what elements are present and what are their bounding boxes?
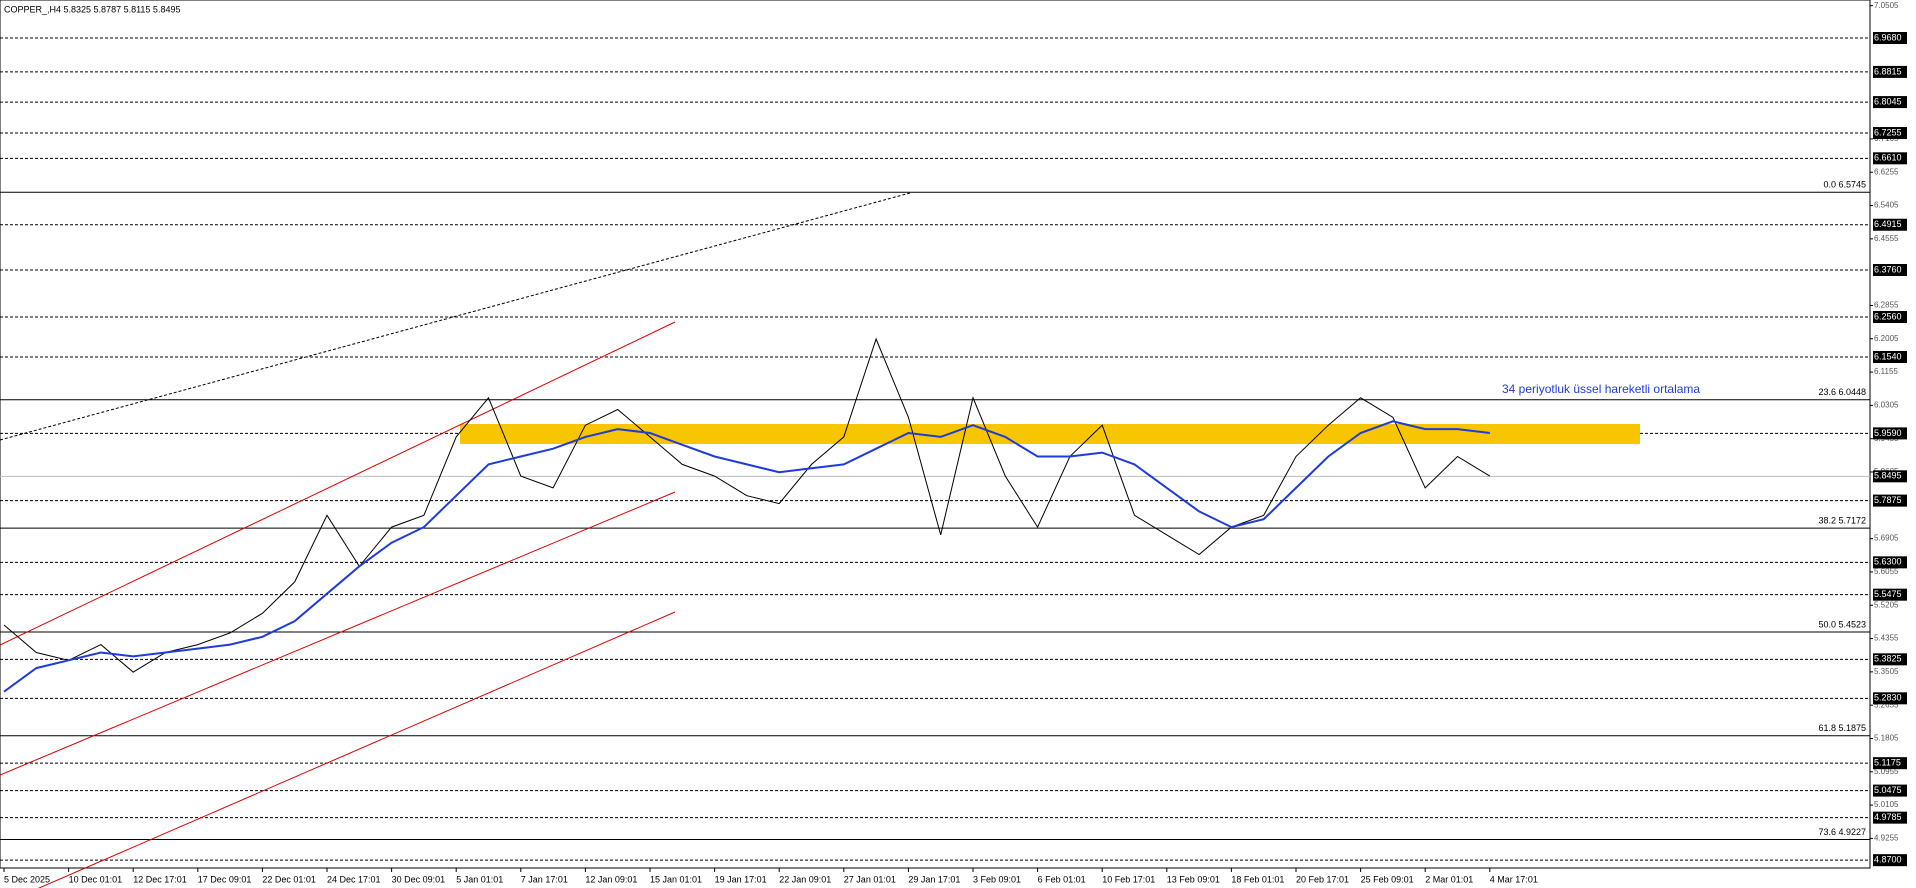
y-tick-label: 5.0105: [1874, 800, 1899, 809]
x-tick-label: 13 Feb 09:01: [1167, 874, 1220, 884]
x-tick-label: 29 Jan 17:01: [908, 874, 960, 884]
x-tick-label: 30 Dec 09:01: [392, 874, 446, 884]
ema-line: [3, 420, 1490, 693]
level-label: 6.8045: [1874, 96, 1902, 106]
level-label: 6.6610: [1874, 153, 1902, 163]
y-tick-label: 5.6055: [1874, 567, 1899, 576]
level-label-box: [1873, 653, 1907, 666]
current-price-label: 5.8495: [1874, 471, 1902, 481]
y-tick-label: 5.6905: [1874, 534, 1899, 543]
level-label-box: [1873, 152, 1907, 165]
x-tick-label: 22 Jan 09:01: [779, 874, 831, 884]
x-tick-label: 25 Feb 09:01: [1361, 874, 1414, 884]
x-tick-label: 5 Dec 2025: [4, 874, 50, 884]
resistance-zone: [460, 424, 1640, 444]
level-label-box: [1873, 96, 1907, 109]
level-label-box: [1873, 350, 1907, 363]
y-tick-label: 6.6255: [1874, 167, 1899, 176]
x-tick-label: 12 Dec 17:01: [133, 874, 187, 884]
level-label-box: [1873, 427, 1907, 440]
y-tick-label: 5.1805: [1874, 734, 1899, 743]
level-label-box: [1873, 65, 1907, 78]
level-label-box: [1873, 311, 1907, 324]
y-tick-label: 6.1155: [1874, 367, 1898, 376]
y-tick-label: 6.2005: [1874, 334, 1899, 343]
level-label: 4.8700: [1874, 855, 1902, 865]
x-tick-label: 19 Jan 17:01: [715, 874, 767, 884]
current-price-box: [1873, 470, 1907, 483]
level-label: 6.4915: [1874, 219, 1902, 229]
y-tick-label: 5.3505: [1874, 667, 1899, 676]
trend-line: [0, 192, 911, 441]
level-label-box: [1873, 692, 1907, 705]
fib-label: 0.0 6.5745: [1823, 180, 1866, 190]
x-tick-label: 2 Mar 01:01: [1425, 874, 1473, 884]
level-label-box: [1873, 264, 1907, 277]
level-label-box: [1873, 854, 1907, 867]
level-label-box: [1873, 218, 1907, 231]
x-tick-label: 7 Jan 17:01: [521, 874, 568, 884]
x-tick-label: 22 Dec 01:01: [262, 874, 316, 884]
level-label-box: [1873, 784, 1907, 797]
y-tick-label: 6.0305: [1874, 401, 1899, 410]
x-tick-label: 15 Jan 01:01: [650, 874, 702, 884]
fib-label: 73.6 4.9227: [1818, 827, 1866, 837]
x-tick-label: 3 Feb 09:01: [973, 874, 1021, 884]
level-label: 6.8815: [1874, 66, 1902, 76]
x-tick-label: 6 Feb 01:01: [1038, 874, 1086, 884]
level-label: 5.6300: [1874, 557, 1902, 567]
level-label: 5.7875: [1874, 495, 1902, 505]
level-label-box: [1873, 494, 1907, 507]
y-tick-label: 5.4355: [1874, 634, 1899, 643]
fib-label: 38.2 5.7172: [1818, 516, 1866, 526]
level-label: 5.5475: [1874, 589, 1902, 599]
level-label: 6.1540: [1874, 351, 1902, 361]
y-tick-label: 6.4555: [1874, 234, 1899, 243]
level-label-box: [1873, 127, 1907, 140]
level-label: 5.1175: [1874, 758, 1901, 768]
x-tick-label: 24 Dec 17:01: [327, 874, 381, 884]
channel-upper: [0, 321, 676, 646]
level-label: 4.9785: [1874, 812, 1902, 822]
x-tick-label: 5 Jan 01:01: [456, 874, 503, 884]
level-label-box: [1873, 757, 1907, 770]
fib-label: 50.0 5.4523: [1818, 619, 1866, 629]
x-tick-label: 12 Jan 09:01: [585, 874, 637, 884]
fib-label: 23.6 6.0448: [1818, 387, 1866, 397]
price-line: [3, 337, 1491, 673]
level-label-box: [1873, 588, 1907, 601]
y-tick-label: 7.0505: [1874, 1, 1899, 10]
fib-label: 61.8 5.1875: [1818, 723, 1866, 733]
y-tick-label: 6.5405: [1874, 201, 1899, 210]
y-tick-label: 5.0955: [1874, 767, 1899, 776]
x-tick-label: 17 Dec 09:01: [198, 874, 252, 884]
level-label: 5.2830: [1874, 693, 1902, 703]
level-label: 6.2560: [1874, 311, 1902, 321]
level-label: 6.3760: [1874, 264, 1902, 274]
y-tick-label: 5.5205: [1874, 600, 1899, 609]
y-tick-label: 6.2855: [1874, 301, 1899, 310]
level-label-box: [1873, 811, 1907, 824]
channel-lower-2: [37, 611, 676, 888]
x-tick-label: 10 Feb 17:01: [1102, 874, 1155, 884]
level-label: 6.9680: [1874, 32, 1902, 42]
x-tick-label: 10 Dec 01:01: [69, 874, 123, 884]
level-label: 5.0475: [1874, 785, 1902, 795]
level-label: 5.3825: [1874, 654, 1902, 664]
chart-title: COPPER_,H4 5.8325 5.8787 5.8115 5.8495: [4, 4, 180, 14]
y-tick-label: 5.2655: [1874, 700, 1899, 709]
y-tick-label: 4.9255: [1874, 834, 1899, 843]
x-tick-label: 27 Jan 01:01: [844, 874, 896, 884]
x-tick-label: 18 Feb 01:01: [1231, 874, 1284, 884]
level-label-box: [1873, 556, 1907, 569]
level-label: 6.7255: [1874, 127, 1902, 137]
level-label-box: [1873, 32, 1907, 45]
annotation: 34 periyotluk üssel hareketli ortalama: [1502, 382, 1700, 396]
x-tick-label: 20 Feb 17:01: [1296, 874, 1349, 884]
level-label: 5.9590: [1874, 428, 1902, 438]
x-tick-label: 4 Mar 17:01: [1490, 874, 1538, 884]
channel-lower: [0, 491, 676, 776]
